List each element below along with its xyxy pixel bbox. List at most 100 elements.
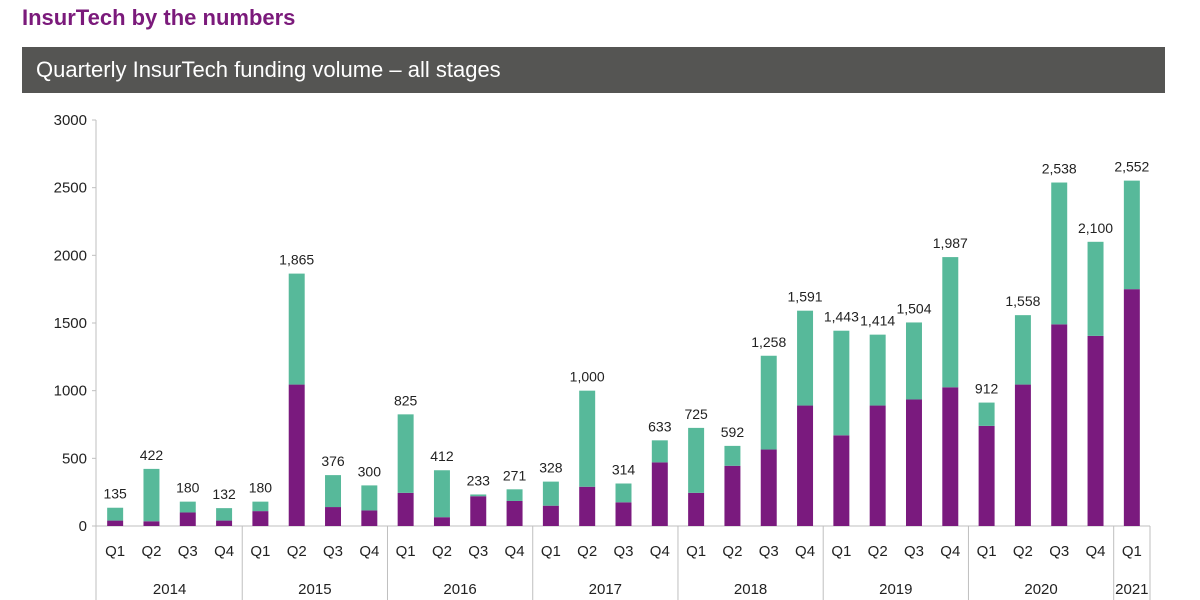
y-tick-label: 2500 <box>54 180 87 197</box>
year-label: 2016 <box>443 581 476 598</box>
bar-segment-upper <box>833 330 850 436</box>
year-label: 2017 <box>589 581 622 598</box>
bar-segment-upper <box>651 440 668 463</box>
bar-segment-upper <box>506 489 523 501</box>
bar-segment-upper <box>397 414 414 493</box>
year-label: 2020 <box>1024 581 1057 598</box>
bar-value-label: 300 <box>358 463 382 479</box>
bar-segment-lower <box>1087 335 1104 526</box>
bar-value-label: 2,552 <box>1114 159 1149 175</box>
bar-segment-upper <box>252 501 269 512</box>
bar-segment-lower <box>579 486 596 526</box>
x-tick-label: Q3 <box>1049 543 1069 560</box>
bar-segment-upper <box>143 468 160 522</box>
x-tick-label: Q2 <box>432 543 452 560</box>
bar-segment-lower <box>760 449 777 526</box>
y-tick-label: 2000 <box>54 247 87 264</box>
bar-segment-upper <box>325 475 342 508</box>
bar-value-label: 412 <box>430 448 454 464</box>
bar-segment-lower <box>288 384 305 526</box>
bar-segment-lower <box>797 405 814 526</box>
bar-value-label: 633 <box>648 418 672 434</box>
bar-segment-upper <box>1087 241 1104 336</box>
x-tick-label: Q2 <box>141 543 161 560</box>
bar-segment-lower <box>179 512 196 526</box>
bar-value-label: 1,865 <box>279 252 314 268</box>
x-tick-label: Q2 <box>1013 543 1033 560</box>
bar-segment-upper <box>688 427 705 493</box>
bar-segment-upper <box>107 507 124 521</box>
bar-segment-lower <box>978 425 995 526</box>
x-tick-label: Q1 <box>396 543 416 560</box>
bar-value-label: 1,414 <box>860 313 895 329</box>
bar-segment-upper <box>216 508 233 521</box>
bar-segment-lower <box>252 511 269 526</box>
x-tick-label: Q2 <box>868 543 888 560</box>
x-tick-label: Q3 <box>323 543 343 560</box>
bar-segment-upper <box>978 402 995 426</box>
bar-value-label: 135 <box>103 486 127 502</box>
bar-value-label: 233 <box>467 472 491 488</box>
x-tick-label: Q1 <box>686 543 706 560</box>
bar-segment-upper <box>797 310 814 406</box>
bar-segment-upper <box>288 273 305 385</box>
bar-segment-lower <box>397 492 414 526</box>
bar-segment-lower <box>107 520 124 526</box>
bar-segment-upper <box>942 257 959 388</box>
bar-value-label: 1,258 <box>751 334 786 350</box>
y-tick-label: 500 <box>62 450 87 467</box>
year-label: 2019 <box>879 581 912 598</box>
bar-segment-lower <box>724 465 741 526</box>
bar-segment-lower <box>1123 289 1140 526</box>
year-label: 2014 <box>153 581 186 598</box>
bar-segment-lower <box>942 387 959 526</box>
bar-value-label: 1,591 <box>788 289 823 305</box>
x-tick-label: Q3 <box>613 543 633 560</box>
bar-segment-lower <box>143 521 160 526</box>
x-tick-label: Q4 <box>359 543 379 560</box>
bar-segment-lower <box>1014 384 1031 526</box>
bar-value-label: 1,504 <box>896 300 931 316</box>
bar-value-label: 2,100 <box>1078 220 1113 236</box>
bar-segment-lower <box>651 462 668 526</box>
bar-value-label: 1,000 <box>570 369 605 385</box>
bar-value-label: 180 <box>249 480 273 496</box>
bar-value-label: 2,538 <box>1042 161 1077 177</box>
bar-value-label: 912 <box>975 381 999 397</box>
bar-segment-upper <box>1123 180 1140 290</box>
y-tick-label: 1000 <box>54 383 87 400</box>
x-tick-label: Q4 <box>1086 543 1106 560</box>
year-label: 2018 <box>734 581 767 598</box>
bar-segment-lower <box>470 496 487 526</box>
x-tick-label: Q4 <box>940 543 960 560</box>
bar-segment-upper <box>724 445 741 466</box>
bar-value-label: 132 <box>212 486 236 502</box>
y-tick-label: 0 <box>79 518 87 535</box>
bar-segment-lower <box>325 507 342 526</box>
x-tick-label: Q1 <box>105 543 125 560</box>
x-tick-label: Q1 <box>250 543 270 560</box>
bar-segment-upper <box>760 355 777 450</box>
bar-segment-upper <box>542 481 559 506</box>
page-title: InsurTech by the numbers <box>22 5 296 30</box>
x-tick-label: Q1 <box>977 543 997 560</box>
bar-segment-lower <box>833 435 850 526</box>
chart-banner: Quarterly InsurTech funding volume – all… <box>22 47 1165 93</box>
y-tick-label: 1500 <box>54 315 87 332</box>
bar-value-label: 1,443 <box>824 309 859 325</box>
bar-value-label: 314 <box>612 462 636 478</box>
x-tick-label: Q2 <box>577 543 597 560</box>
bar-value-label: 592 <box>721 424 745 440</box>
bar-segment-upper <box>1014 315 1031 385</box>
x-tick-label: Q3 <box>468 543 488 560</box>
bar-segment-lower <box>542 505 559 526</box>
x-tick-label: Q2 <box>722 543 742 560</box>
bar-segment-lower <box>1051 324 1068 526</box>
bar-value-label: 725 <box>684 406 708 422</box>
x-tick-label: Q4 <box>214 543 234 560</box>
bar-segment-lower <box>506 500 523 526</box>
bar-value-label: 328 <box>539 460 563 476</box>
x-tick-label: Q3 <box>759 543 779 560</box>
y-tick-label: 3000 <box>54 112 87 129</box>
